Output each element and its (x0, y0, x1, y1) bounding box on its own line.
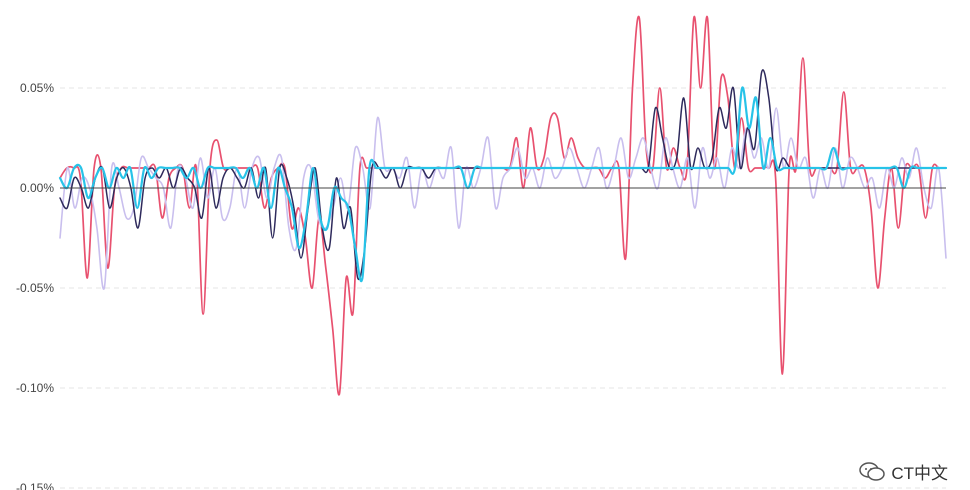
y-axis-ticks: 0.05% 0.00% -0.05% -0.10% -0.15% (16, 81, 54, 490)
y-tick-label: -0.10% (16, 381, 54, 395)
y-tick-label: -0.05% (16, 281, 54, 295)
gridlines (60, 87, 946, 489)
y-tick-label: -0.15% (16, 481, 54, 490)
series-line-2 (59, 107, 947, 290)
watermark: CT中文 (859, 459, 948, 484)
chat-bubbles-icon (859, 461, 886, 481)
watermark-text: CT中文 (891, 464, 948, 483)
y-tick-label: 0.00% (20, 181, 54, 195)
series-lines (58, 15, 948, 396)
y-tick-label: 0.05% (20, 81, 54, 95)
series-line-1 (59, 15, 947, 396)
series-line-4 (58, 86, 948, 283)
